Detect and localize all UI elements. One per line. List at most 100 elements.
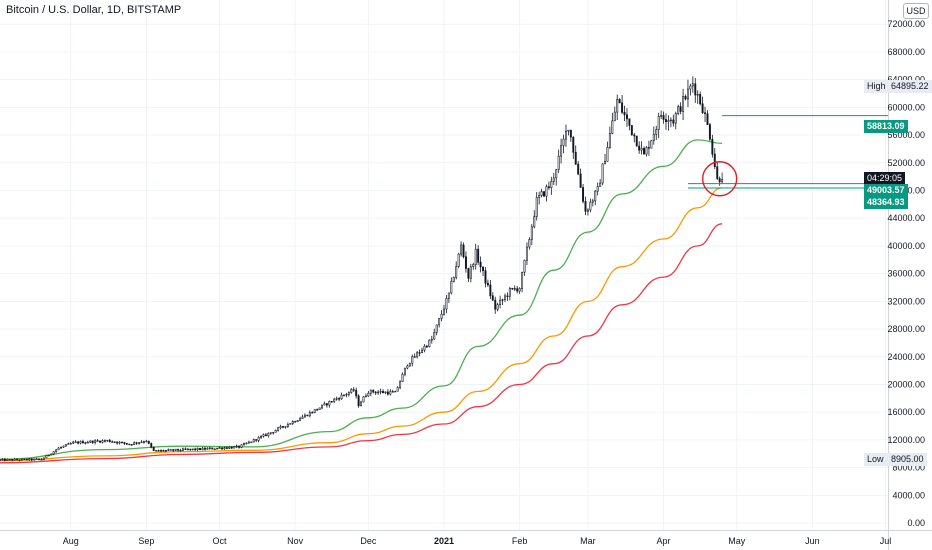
candle xyxy=(189,448,192,451)
candle-body xyxy=(142,441,145,443)
candle xyxy=(0,459,1,461)
candle xyxy=(430,335,433,344)
hline-tag-48364[interactable]: 48364.93 xyxy=(864,196,908,209)
candle-body xyxy=(77,441,80,444)
candle xyxy=(494,296,497,314)
candle xyxy=(464,251,467,273)
candle-body xyxy=(655,129,658,135)
candle-body xyxy=(8,459,11,461)
candle xyxy=(260,434,263,439)
hline-tag-58813[interactable]: 58813.09 xyxy=(864,120,908,133)
candle xyxy=(406,364,409,370)
candle xyxy=(96,439,99,442)
candle xyxy=(316,408,319,411)
candle xyxy=(206,447,209,450)
candle xyxy=(545,184,548,202)
candle-body xyxy=(313,409,316,413)
candle-body xyxy=(199,448,202,451)
candle-body xyxy=(399,381,402,388)
currency-badge[interactable]: USD xyxy=(903,3,929,19)
candle xyxy=(186,448,189,451)
candle xyxy=(330,401,333,403)
candle-body xyxy=(194,448,197,451)
y-tick-label: 16000.00 xyxy=(887,407,925,417)
candle-body xyxy=(272,431,275,434)
ma-line-1 xyxy=(0,139,723,460)
candle-body xyxy=(338,398,341,400)
candle-body xyxy=(184,448,187,450)
candle-body xyxy=(374,391,377,394)
y-tick-label: 64000.00 xyxy=(887,75,925,85)
candle xyxy=(240,444,243,449)
candle-body xyxy=(550,181,553,189)
candle-body xyxy=(450,281,453,294)
candle xyxy=(691,76,694,93)
candle xyxy=(445,295,448,314)
candle-body xyxy=(684,96,687,100)
candle-body xyxy=(489,284,492,297)
candle-body xyxy=(45,455,48,459)
candle-body xyxy=(486,282,489,286)
candle-body xyxy=(91,440,94,443)
candle xyxy=(69,442,72,445)
candle xyxy=(555,169,558,186)
candle xyxy=(277,426,280,432)
y-tick-label: 12000.00 xyxy=(887,435,925,445)
candle xyxy=(506,292,509,301)
candle xyxy=(11,459,14,462)
candle xyxy=(101,439,104,444)
candle xyxy=(635,135,638,147)
candle-body xyxy=(347,392,350,395)
candle-body xyxy=(523,259,526,273)
candle-body xyxy=(225,447,228,449)
time-axis[interactable]: Aug Sep Oct Nov Dec 2021 Feb Mar Apr May Jun Jul xyxy=(63,536,892,546)
candle xyxy=(33,458,36,461)
candle xyxy=(628,118,631,131)
horizontal-lines[interactable] xyxy=(687,115,888,189)
hline-tag-49003[interactable]: 49003.57 xyxy=(864,184,908,197)
candle-body xyxy=(691,83,694,87)
x-tick-label: Sep xyxy=(138,536,154,546)
candle-body xyxy=(482,266,485,271)
candle xyxy=(396,386,399,392)
candle-body xyxy=(643,148,646,155)
candle-body xyxy=(525,246,528,261)
candle-body xyxy=(345,393,348,396)
y-tick-label: 72000.00 xyxy=(887,19,925,29)
candle xyxy=(286,422,289,428)
y-tick-label: 4000.00 xyxy=(892,490,925,500)
candle-body xyxy=(469,266,472,279)
candle-body xyxy=(221,447,223,450)
candle-body xyxy=(181,448,184,451)
candle-body xyxy=(99,440,101,443)
candle-body xyxy=(716,166,719,179)
candle xyxy=(547,181,550,190)
candle xyxy=(55,448,58,453)
candle xyxy=(172,448,175,452)
candle-body xyxy=(396,387,399,392)
candle xyxy=(20,458,23,461)
candle-body xyxy=(328,401,331,406)
y-tick-label: 24000.00 xyxy=(887,352,925,362)
candle-body xyxy=(718,178,721,183)
candle-body xyxy=(186,448,189,451)
candle xyxy=(369,389,372,397)
candle-body xyxy=(616,99,619,113)
candle-body xyxy=(635,135,638,147)
candle-body xyxy=(67,443,70,445)
candle-body xyxy=(506,295,509,297)
price-axis[interactable]: 0.00 4000.00 8000.00 12000.00 16000.00 20000.… xyxy=(887,0,925,528)
candle xyxy=(399,380,402,390)
candle xyxy=(347,391,350,397)
candle-body xyxy=(423,345,426,351)
candle xyxy=(589,198,592,213)
candle xyxy=(577,161,580,176)
candle-body xyxy=(543,191,545,197)
candle xyxy=(252,438,255,443)
candle-body xyxy=(311,412,314,414)
candle xyxy=(704,106,707,123)
candle xyxy=(345,392,348,398)
candle xyxy=(591,198,594,207)
